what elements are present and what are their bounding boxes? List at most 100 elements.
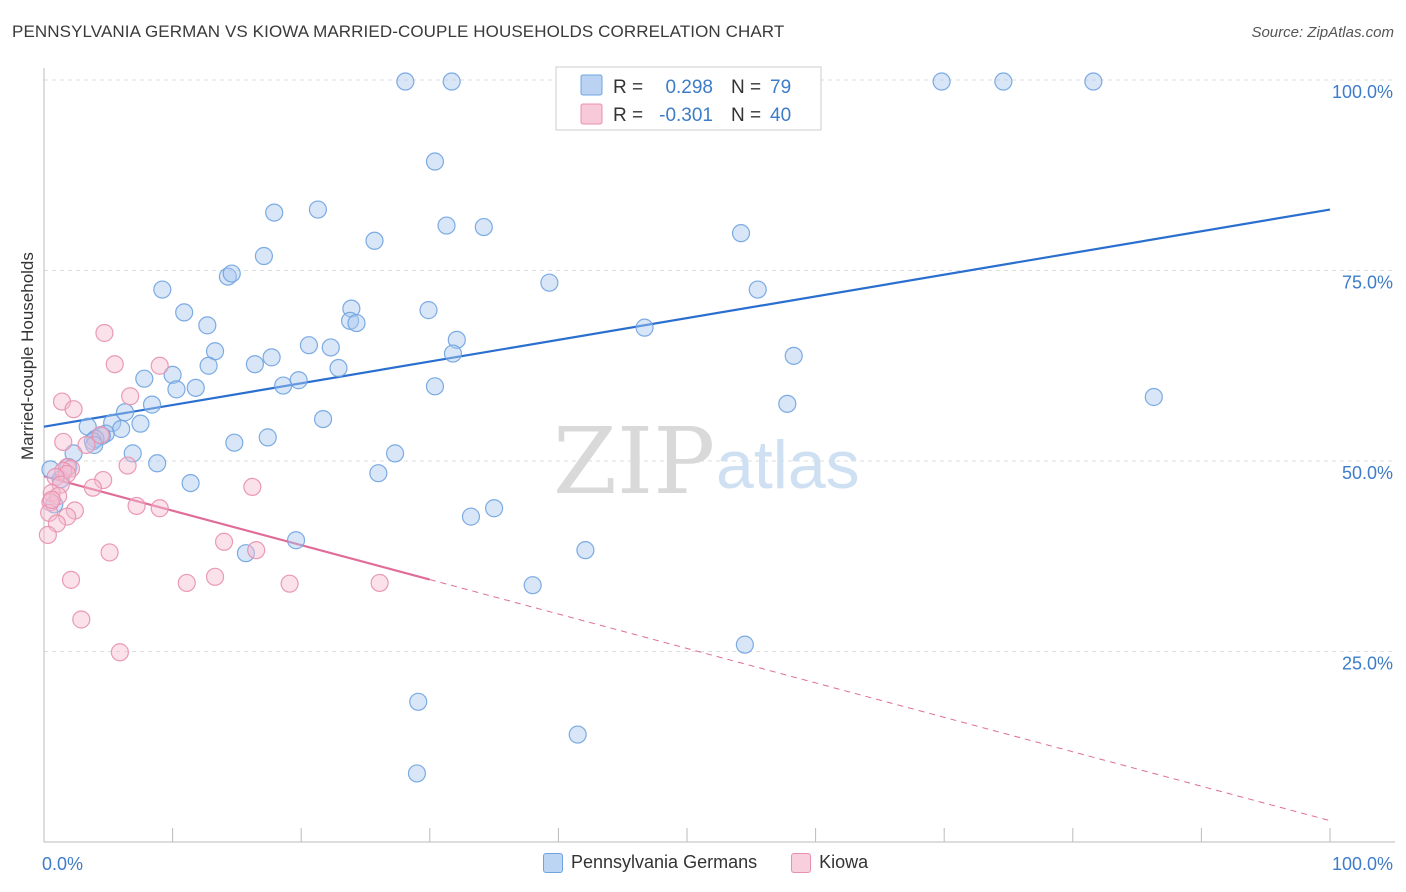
point-pennsylvania-germans [103, 413, 122, 432]
point-kiowa [150, 356, 169, 375]
point-pennsylvania-germans [222, 264, 241, 283]
point-kiowa [247, 541, 266, 560]
point-pennsylvania-germans [523, 576, 542, 595]
point-kiowa [205, 567, 225, 586]
trend-line-pennsylvania-germans [43, 208, 1331, 428]
trend-lines [43, 208, 1331, 822]
point-pennsylvania-germans [576, 541, 595, 560]
legend-label-pennsylvania-germans: Pennsylvania Germans [571, 852, 758, 872]
point-pennsylvania-germans [369, 464, 388, 483]
point-pennsylvania-germans [442, 72, 461, 91]
series-legend: Pennsylvania Germans Kiowa [543, 852, 902, 873]
point-pennsylvania-germans [299, 336, 319, 355]
point-kiowa [91, 425, 110, 445]
stats-legend-swatch-blue [580, 74, 603, 96]
point-kiowa [370, 573, 389, 593]
point-pennsylvania-germans [425, 377, 445, 396]
point-pennsylvania-germans [447, 330, 466, 349]
stats-n-value-2: 40 [770, 105, 791, 126]
point-pennsylvania-germans [153, 280, 172, 299]
point-pennsylvania-germans [425, 152, 445, 171]
point-kiowa [150, 499, 169, 518]
point-pennsylvania-germans [85, 435, 104, 455]
point-kiowa [127, 496, 146, 516]
point-kiowa [121, 387, 140, 406]
point-pennsylvania-germans [329, 358, 348, 378]
point-pennsylvania-germans [1084, 72, 1103, 91]
point-kiowa [94, 470, 113, 490]
watermark-atlas: atlas [716, 427, 860, 503]
point-pennsylvania-germans [461, 507, 481, 526]
y-tick-label: 25.0% [1342, 654, 1393, 674]
stats-r-label-1: R = [613, 77, 643, 98]
point-pennsylvania-germans [365, 231, 384, 250]
point-pennsylvania-germans [199, 356, 218, 375]
point-pennsylvania-germans [274, 376, 293, 395]
point-pennsylvania-germans [181, 473, 200, 493]
legend-label-kiowa: Kiowa [819, 852, 869, 872]
point-pennsylvania-germans [313, 409, 333, 429]
point-pennsylvania-germans [142, 395, 162, 414]
point-kiowa [42, 490, 61, 509]
point-pennsylvania-germans [784, 346, 803, 365]
point-pennsylvania-germans [289, 371, 308, 390]
point-pennsylvania-germans [254, 246, 274, 266]
point-pennsylvania-germans [245, 355, 265, 374]
point-pennsylvania-germans [225, 433, 244, 452]
point-pennsylvania-germans [635, 318, 654, 337]
point-pennsylvania-germans [932, 72, 951, 91]
point-kiowa [72, 610, 91, 629]
point-pennsylvania-germans [347, 313, 366, 333]
watermark-zip: ZIP [553, 408, 715, 515]
point-kiowa [54, 432, 73, 452]
x-tick-label: 0.0% [42, 854, 83, 874]
point-kiowa [243, 477, 262, 497]
point-kiowa [38, 525, 57, 545]
stats-n-label-2: N = [731, 105, 761, 126]
point-pennsylvania-germans [148, 454, 167, 473]
point-pennsylvania-germans [286, 531, 306, 550]
point-pennsylvania-germans [437, 216, 456, 235]
legend-item-kiowa[interactable]: Kiowa [791, 852, 868, 873]
source-label: Source: ZipAtlas.com [1251, 24, 1394, 41]
trend-line-kiowa [43, 475, 431, 581]
point-kiowa [58, 507, 77, 526]
point-pennsylvania-germans [994, 72, 1013, 91]
point-pennsylvania-germans [163, 365, 182, 384]
point-kiowa [58, 464, 77, 484]
point-pennsylvania-germans [321, 338, 340, 357]
point-pennsylvania-germans [262, 348, 281, 367]
point-pennsylvania-germans [385, 444, 405, 463]
point-pennsylvania-germans [167, 380, 186, 399]
point-kiowa [214, 532, 234, 551]
stats-r-value-2: -0.301 [659, 105, 713, 126]
point-kiowa [118, 456, 137, 475]
point-pennsylvania-germans [258, 428, 277, 447]
legend-item-pennsylvania-germans[interactable]: Pennsylvania Germans [543, 852, 757, 873]
point-pennsylvania-germans [443, 344, 463, 363]
point-pennsylvania-germans [731, 224, 751, 243]
data-points [38, 72, 1163, 783]
stats-r-label-2: R = [613, 105, 643, 126]
point-pennsylvania-germans [308, 200, 328, 219]
point-kiowa [280, 574, 299, 593]
point-kiowa [105, 355, 124, 374]
point-kiowa [177, 573, 196, 593]
point-kiowa [95, 323, 114, 343]
stats-legend: R = 0.298 N = 79 R = -0.301 N = 40 [555, 66, 822, 131]
point-pennsylvania-germans [407, 764, 427, 783]
tick-labels: 25.0% 50.0% 75.0% 100.0% 0.0% 100.0% [42, 82, 1393, 874]
point-pennsylvania-germans [135, 369, 154, 388]
point-pennsylvania-germans [236, 544, 256, 563]
point-pennsylvania-germans [409, 692, 428, 711]
point-pennsylvania-germans [540, 273, 559, 292]
stats-n-label-1: N = [731, 77, 761, 98]
watermark: ZIP atlas [553, 408, 860, 515]
point-pennsylvania-germans [186, 378, 205, 397]
axes [43, 68, 1395, 843]
point-pennsylvania-germans [131, 414, 150, 433]
point-kiowa [110, 643, 129, 662]
point-pennsylvania-germans [396, 72, 415, 91]
point-pennsylvania-germans [198, 316, 217, 335]
